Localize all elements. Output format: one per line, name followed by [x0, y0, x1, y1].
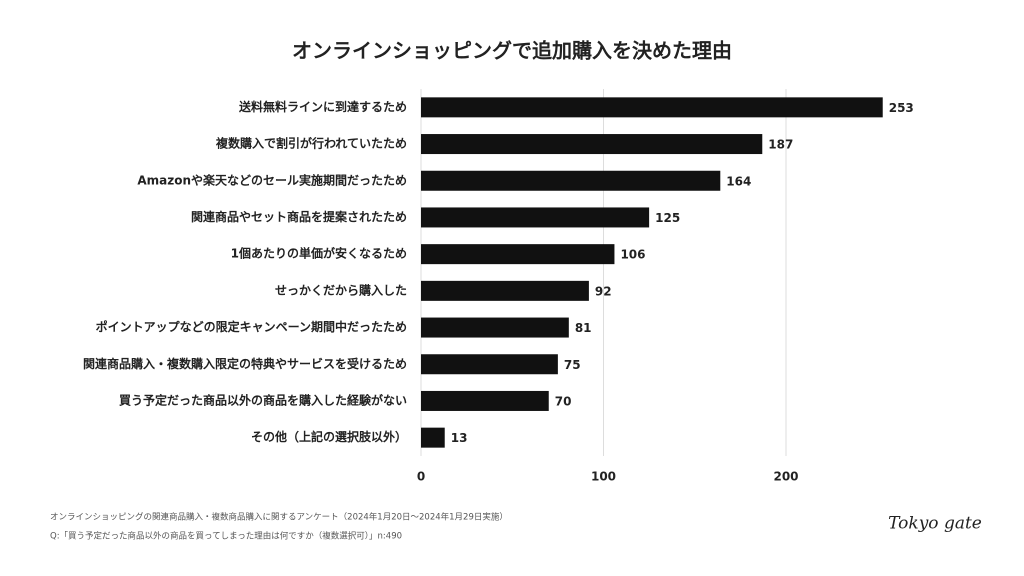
value-label: 92 [595, 284, 612, 298]
value-label: 187 [768, 138, 793, 152]
bar [421, 280, 589, 301]
logo: Tokyo gate [888, 514, 982, 534]
chart-title: オンラインショッピングで追加購入を決めた理由 [292, 39, 732, 63]
y-tick-label: 送料無料ラインに到達するため [238, 99, 407, 114]
x-tick-label: 100 [591, 470, 616, 484]
y-tick-label: せっかくだから購入した [275, 282, 407, 297]
y-tick-label: 買う予定だった商品以外の商品を購入した経験がない [119, 392, 407, 407]
value-label: 164 [726, 174, 751, 188]
y-tick-label: ポイントアップなどの限定キャンペーン期間中だったため [96, 319, 407, 334]
value-label: 75 [564, 358, 581, 372]
x-tick-label: 0 [417, 470, 425, 484]
bar [421, 427, 445, 448]
value-label: 253 [889, 101, 914, 115]
bar [421, 354, 558, 375]
y-tick-label: Amazonや楽天などのセール実施期間だったため [137, 172, 407, 187]
bar [421, 170, 721, 191]
y-tick-label: 関連商品購入・複数購入限定の特典やサービスを受けるため [83, 356, 407, 371]
value-label: 13 [451, 431, 468, 445]
y-tick-label: その他（上記の選択肢以外） [251, 429, 407, 444]
footnote: オンラインショッピングの関連商品購入・複数商品購入に関するアンケート（2024年… [50, 512, 508, 523]
bar [421, 134, 763, 155]
y-tick-label: 関連商品やセット商品を提案されたため [191, 209, 407, 224]
bar [421, 244, 615, 265]
value-label: 125 [655, 211, 680, 225]
bar [421, 317, 569, 338]
bar [421, 207, 650, 228]
footnote: Q:「買う予定だった商品以外の商品を買ってしまった理由は何ですか（複数選択可）」… [50, 531, 402, 542]
y-tick-label: 複数購入で割引が行われていたため [215, 136, 407, 151]
value-label: 106 [620, 248, 645, 262]
bar [421, 390, 549, 411]
y-tick-label: 1個あたりの単価が安くなるため [231, 246, 407, 261]
x-tick-label: 200 [773, 470, 798, 484]
bar [421, 97, 883, 118]
value-label: 70 [555, 394, 572, 408]
value-label: 81 [575, 321, 592, 335]
